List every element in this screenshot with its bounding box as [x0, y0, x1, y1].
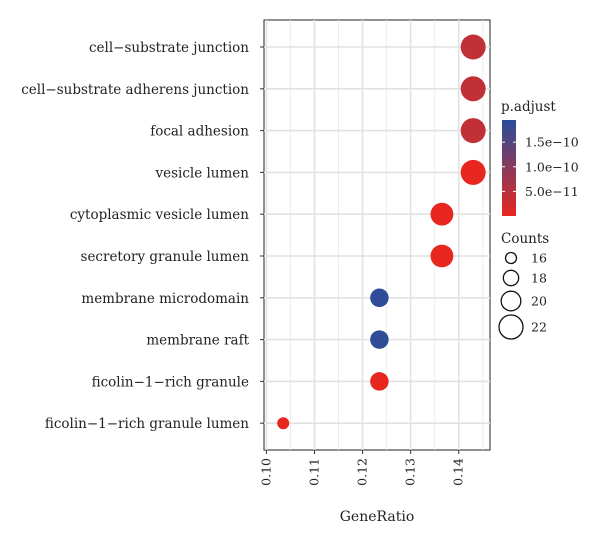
data-point — [460, 159, 486, 185]
x-tick-label: 0.11 — [306, 458, 321, 486]
data-point — [460, 118, 486, 144]
size-legend-circle — [498, 314, 524, 340]
size-legend-circle — [502, 269, 520, 287]
category-label: cytoplasmic vesicle lumen — [70, 207, 249, 223]
category-label: ficolin−1−rich granule — [92, 374, 249, 390]
size-legend-title: Counts — [501, 231, 549, 247]
category-label: focal adhesion — [150, 124, 249, 140]
data-point — [370, 330, 389, 349]
category-label: ficolin−1−rich granule lumen — [45, 416, 249, 432]
data-point — [370, 372, 389, 391]
data-point — [277, 417, 290, 430]
category-label: cell−substrate adherens junction — [21, 82, 249, 98]
category-label: membrane raft — [146, 333, 249, 349]
size-legend-circle — [504, 251, 518, 265]
size-legend-label: 22 — [531, 320, 547, 335]
x-tick-label: 0.14 — [451, 458, 466, 486]
color-legend-ticks: 1.5e−10 1.0e−10 5.0e−11 — [502, 135, 579, 199]
category-label: cell−substrate junction — [89, 40, 249, 56]
data-point — [460, 34, 486, 60]
data-point — [430, 202, 454, 226]
data-points — [277, 34, 486, 430]
x-tick-labels: 0.10 0.11 0.12 0.13 0.14 — [258, 458, 465, 486]
data-point — [460, 76, 486, 102]
category-labels: cell−substrate junction cell−substrate ad… — [21, 40, 249, 432]
color-legend-tick-label: 1.5e−10 — [525, 135, 579, 150]
size-legend: Counts 16 18 20 22 — [498, 231, 549, 340]
size-legend-label: 20 — [531, 294, 547, 309]
x-tick-label: 0.12 — [355, 458, 370, 486]
x-axis-title: GeneRatio — [340, 509, 415, 525]
color-legend-tick-label: 1.0e−10 — [525, 159, 579, 174]
category-label: membrane microdomain — [81, 291, 249, 307]
data-point — [370, 288, 389, 308]
category-label: secretory granule lumen — [81, 249, 250, 265]
size-legend-label: 16 — [531, 251, 547, 266]
size-legend-items: 16 18 20 22 — [498, 251, 547, 340]
x-tick-label: 0.10 — [258, 458, 273, 486]
color-legend-bar — [502, 120, 516, 216]
axis-ticks — [260, 46, 460, 454]
data-point — [430, 244, 454, 268]
color-legend-tick-label: 5.0e−11 — [525, 184, 579, 199]
size-legend-circle — [500, 290, 522, 312]
color-legend-title: p.adjust — [501, 99, 556, 115]
color-legend: p.adjust 1.5e−10 1.0e−10 5.0e−11 — [501, 99, 579, 216]
category-label: vesicle lumen — [154, 165, 249, 181]
size-legend-label: 18 — [531, 271, 547, 286]
x-tick-label: 0.13 — [403, 458, 418, 486]
